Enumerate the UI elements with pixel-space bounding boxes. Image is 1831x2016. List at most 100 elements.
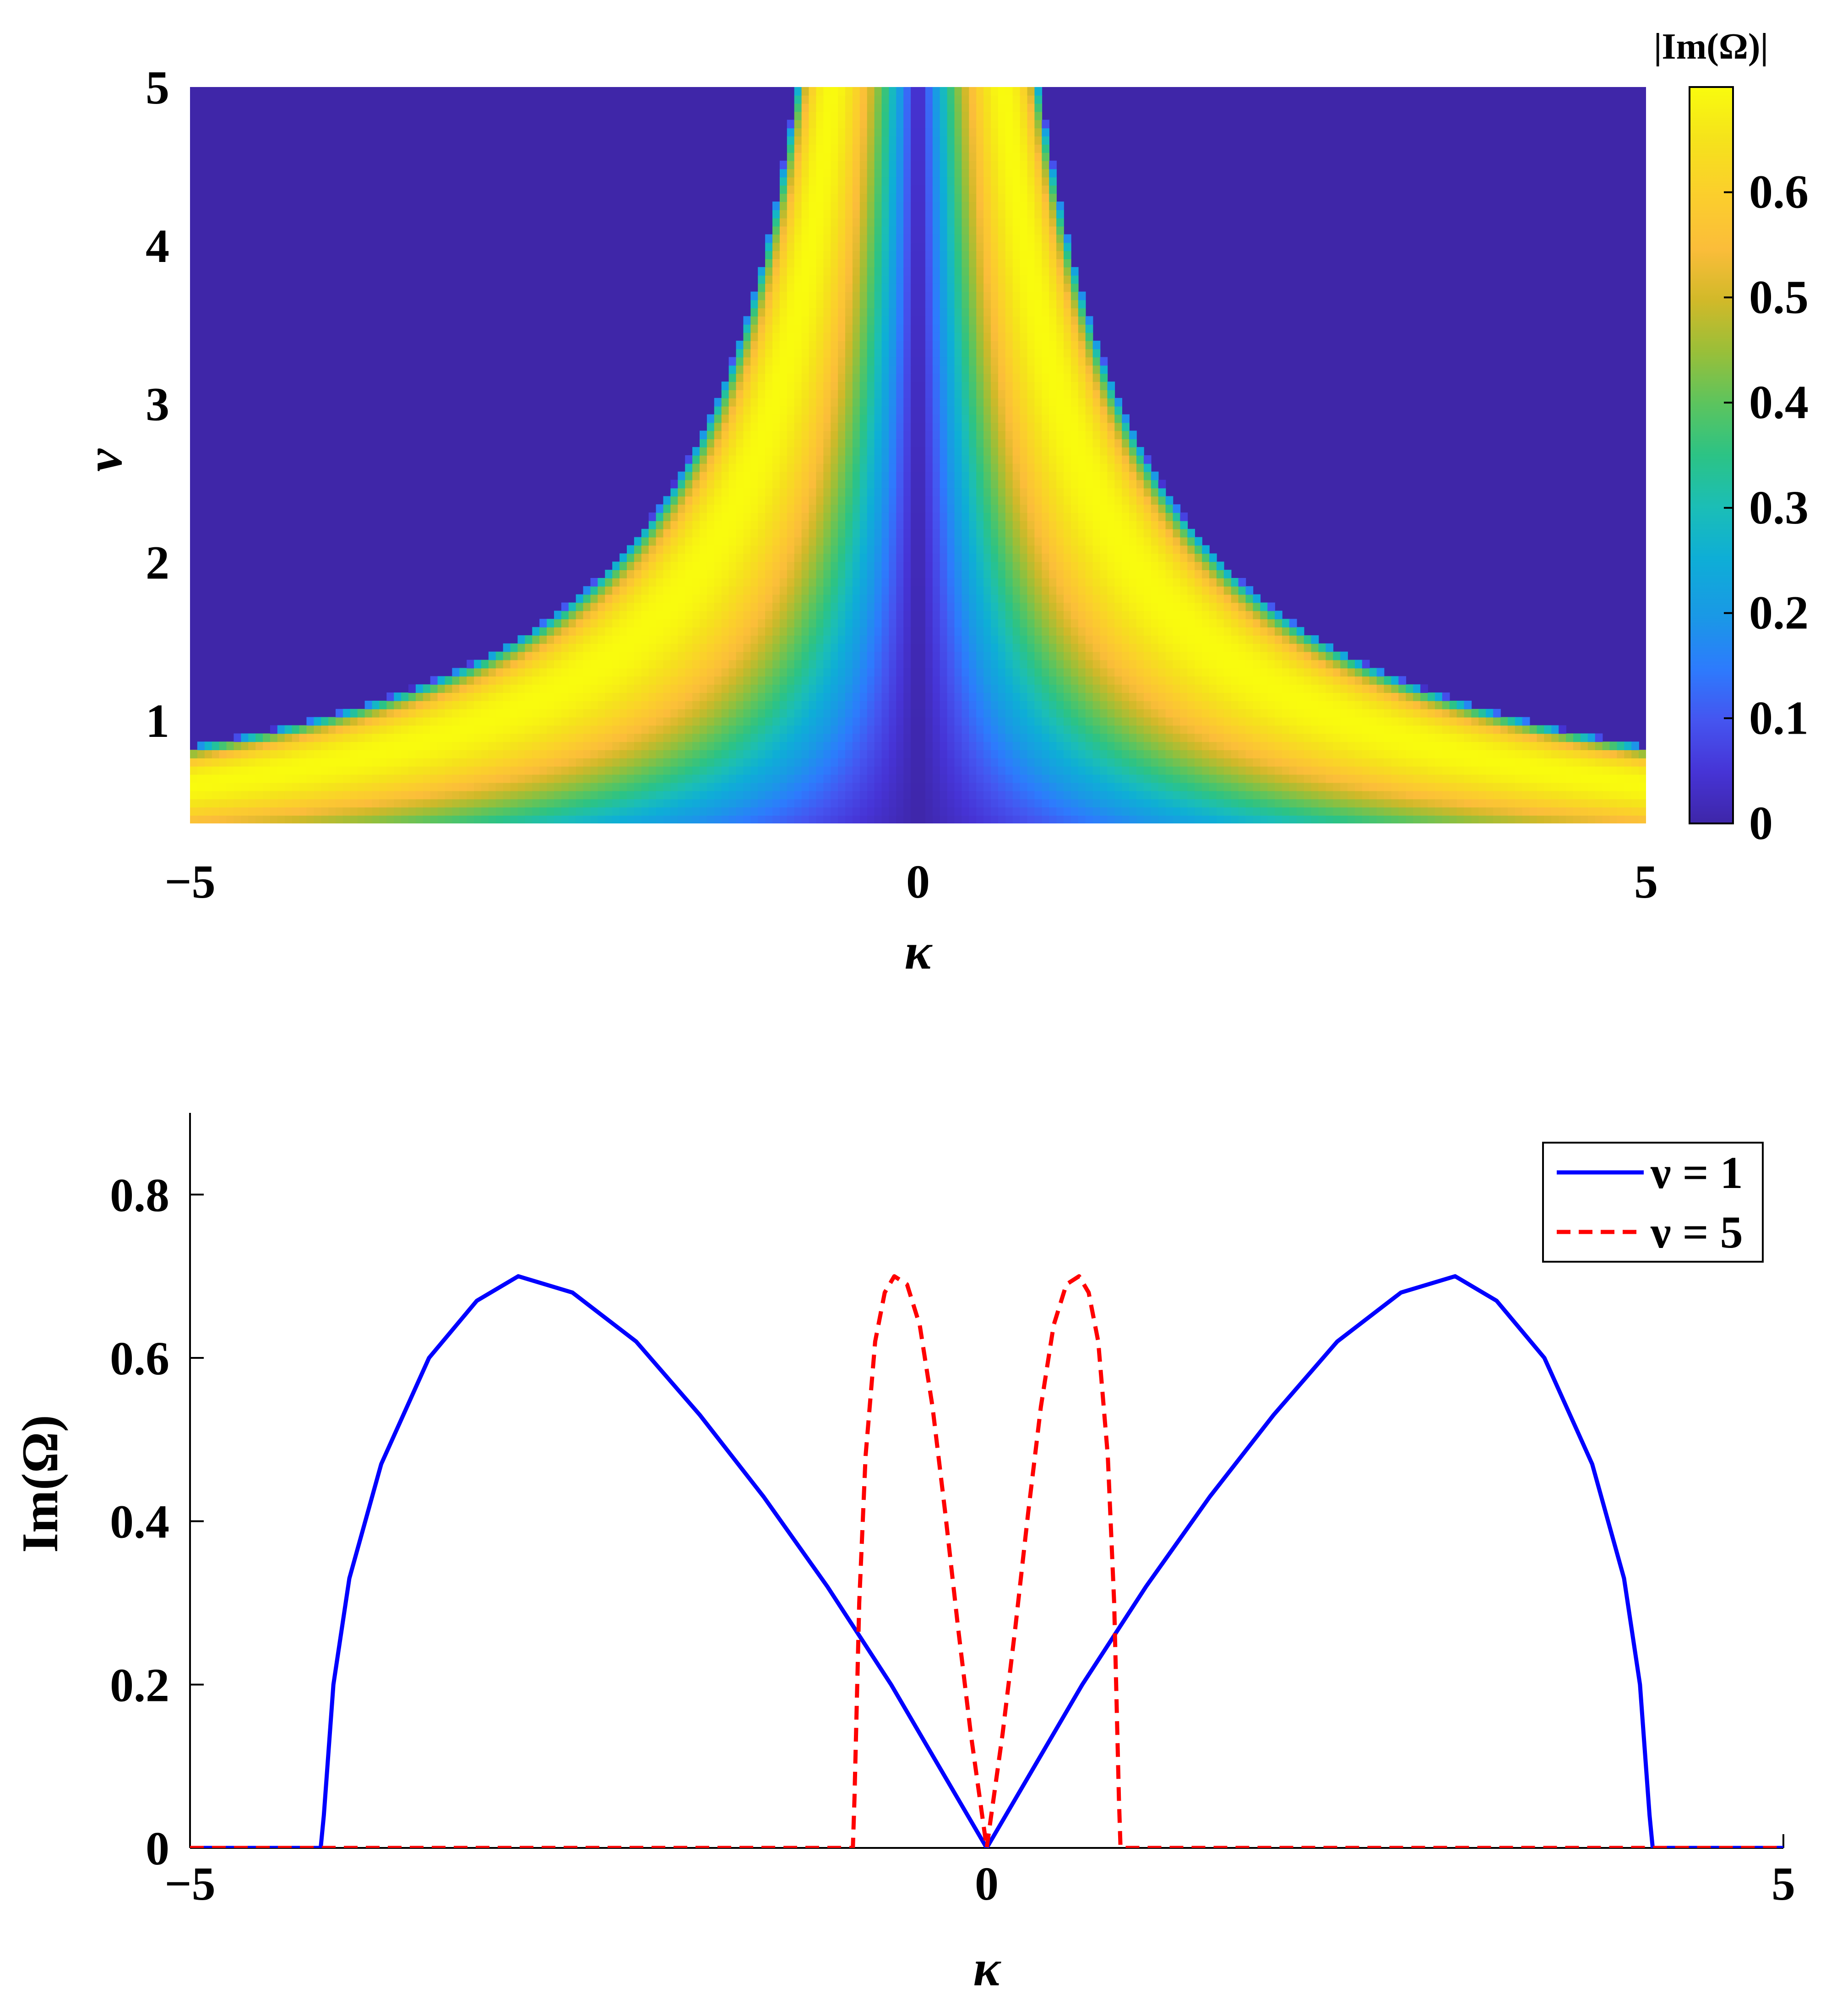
heatmap-cell	[234, 733, 242, 742]
heatmap-cell	[1151, 799, 1159, 808]
heatmap-cell	[350, 799, 358, 808]
heatmap-cell	[874, 717, 882, 726]
heatmap-cell	[998, 782, 1006, 791]
heatmap-cell	[1027, 578, 1035, 587]
heatmap-cell	[969, 774, 977, 783]
heatmap-cell	[983, 815, 991, 823]
heatmap-cell	[1420, 782, 1428, 791]
heatmap-cell	[852, 627, 860, 636]
heatmap-cell	[1631, 750, 1639, 758]
heatmap-cell	[314, 766, 321, 775]
heatmap-cell	[845, 668, 853, 677]
heatmap-cell	[408, 684, 416, 693]
heatmap-cell	[962, 741, 970, 750]
heatmap-cell	[1449, 758, 1457, 767]
heatmap-cell	[758, 741, 766, 750]
heatmap-cell	[831, 594, 838, 603]
heatmap-cell	[1253, 708, 1261, 718]
heatmap-cell	[743, 610, 751, 620]
heatmap-cell	[1122, 750, 1130, 758]
heatmap-cell	[1020, 815, 1028, 823]
heatmap-cell	[779, 741, 788, 750]
heatmap-cell	[925, 578, 933, 587]
heatmap-cell	[1384, 676, 1392, 685]
heatmap-cell	[969, 659, 977, 669]
heatmap-cell	[1012, 750, 1021, 758]
heatmap-cell	[962, 676, 970, 685]
heatmap-cell	[495, 676, 504, 685]
heatmap-cell	[1631, 766, 1639, 775]
heatmap-cell	[1165, 602, 1174, 611]
heatmap-cell	[1042, 790, 1049, 800]
heatmap-cell	[969, 692, 977, 701]
heatmap-cell	[976, 708, 984, 718]
heatmap-cell	[1158, 684, 1166, 693]
heatmap-cell	[896, 758, 904, 767]
heatmap-cell	[1223, 602, 1232, 611]
heatmap-cell	[1136, 561, 1144, 570]
heatmap-cell	[539, 782, 547, 791]
heatmap-cell	[394, 766, 402, 775]
heatmap-cell	[1187, 766, 1195, 775]
heatmap-cell	[1580, 782, 1588, 791]
heatmap-cell	[962, 586, 970, 595]
heatmap-cell	[721, 659, 729, 669]
heatmap-cell	[459, 790, 467, 800]
heatmap-cell	[1369, 708, 1377, 718]
heatmap-cell	[415, 782, 424, 791]
heatmap-cell	[918, 602, 926, 611]
heatmap-cell	[838, 553, 846, 562]
heatmap-cell	[706, 553, 715, 562]
heatmap-cell	[1216, 717, 1224, 726]
heatmap-cell	[859, 676, 868, 685]
heatmap-cell	[809, 619, 817, 627]
heatmap-cell	[663, 594, 671, 603]
heatmap-cell	[889, 790, 897, 800]
heatmap-cell	[1478, 758, 1486, 767]
heatmap-cell	[1027, 790, 1035, 800]
heatmap-cell	[925, 659, 933, 669]
heatmap-cell	[831, 733, 838, 742]
heatmap-cell	[998, 578, 1006, 587]
heatmap-cell	[700, 676, 707, 685]
heatmap-cell	[1209, 701, 1217, 709]
heatmap-cell	[700, 758, 707, 767]
heatmap-cell	[1289, 651, 1297, 660]
heatmap-cell	[1376, 790, 1385, 800]
heatmap-cell	[859, 717, 868, 726]
heatmap-cell	[1020, 627, 1028, 636]
heatmap-cell	[605, 701, 613, 709]
heatmap-cell	[1064, 717, 1071, 726]
heatmap-cell	[765, 627, 773, 636]
heatmap-cell	[517, 708, 526, 718]
heatmap-cell	[1296, 725, 1304, 734]
heatmap-cell	[1376, 692, 1385, 701]
heatmap-cell	[874, 578, 882, 587]
heatmap-cell	[845, 676, 853, 685]
heatmap-cell	[969, 750, 977, 758]
heatmap-cell	[1362, 684, 1370, 693]
heatmap-cell	[728, 545, 737, 554]
heatmap-cell	[212, 790, 220, 800]
heatmap-cell	[1333, 733, 1341, 742]
heatmap-cell	[1209, 668, 1217, 677]
heatmap-cell	[619, 561, 627, 570]
heatmap-cell	[670, 692, 679, 701]
heatmap-cell	[736, 684, 744, 693]
heatmap-cell	[452, 701, 460, 709]
heatmap-cell	[991, 815, 999, 823]
heatmap-cell	[947, 774, 955, 783]
heatmap-cell	[918, 561, 926, 570]
heatmap-cell	[823, 774, 831, 783]
heatmap-cell	[1304, 766, 1312, 775]
heatmap-cell	[976, 602, 984, 611]
heatmap-cell	[598, 790, 606, 800]
heatmap-cell	[474, 815, 482, 823]
heatmap-cell	[234, 807, 242, 816]
heatmap-cell	[1070, 774, 1079, 783]
heatmap-cell	[517, 659, 526, 669]
heatmap-cell	[845, 741, 853, 750]
heatmap-cell	[619, 807, 627, 816]
heatmap-cell	[918, 741, 926, 750]
heatmap-cell	[1020, 553, 1028, 562]
